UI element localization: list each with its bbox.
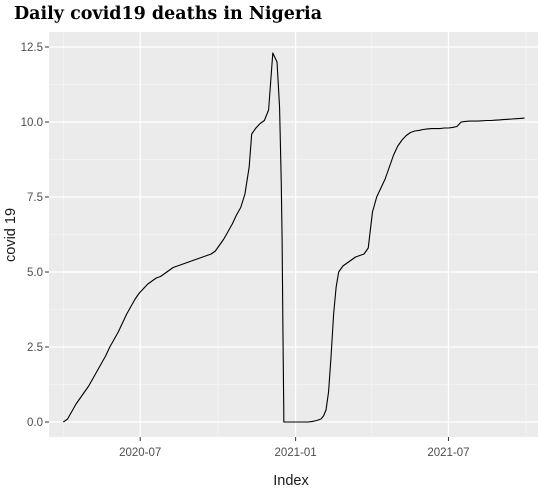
x-tick-label: 2020-07 (119, 447, 161, 459)
y-axis-title: covid 19 (3, 208, 19, 262)
y-tick-label: 2.5 (27, 342, 43, 354)
y-tick-label: 5.0 (27, 267, 43, 279)
x-axis-title: Index (273, 473, 309, 489)
chart-title: Daily covid19 deaths in Nigeria (14, 4, 322, 24)
minor-gridlines (49, 32, 538, 437)
x-tick-label: 2021-01 (275, 447, 317, 459)
y-tick-label: 7.5 (27, 192, 43, 204)
x-axis: 2020-07 2021-01 2021-07 (119, 437, 470, 459)
y-tick-label: 0.0 (27, 417, 43, 429)
series-layer (63, 52, 525, 423)
y-axis: 0.0 2.5 5.0 7.5 10.0 12.5 (21, 42, 49, 429)
y-tick-label: 10.0 (21, 117, 43, 129)
y-tick-label: 12.5 (21, 42, 43, 54)
x-tick-label: 2021-07 (427, 447, 469, 459)
series-line (63, 52, 525, 423)
